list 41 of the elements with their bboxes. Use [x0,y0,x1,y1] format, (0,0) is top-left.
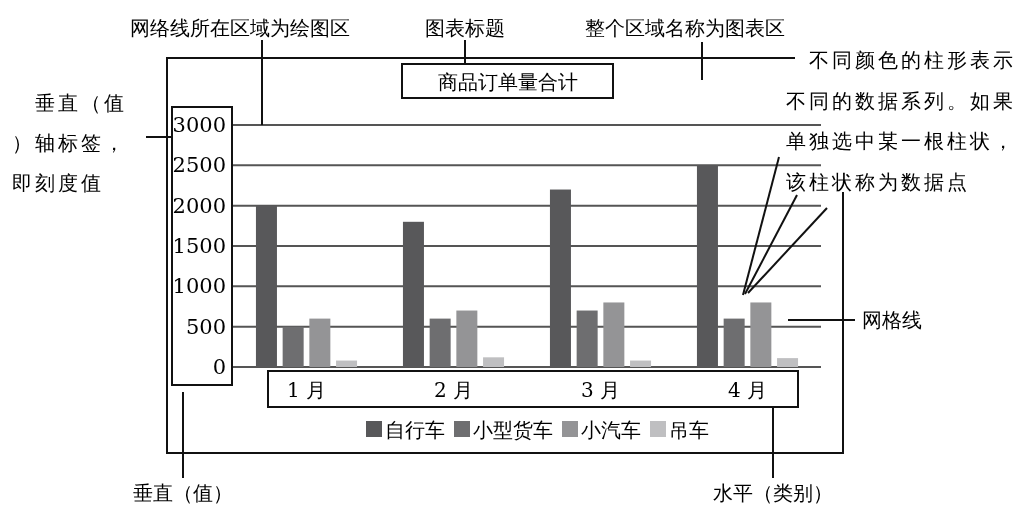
bar [723,318,745,367]
annotation: 不同颜色的柱形表示不同的数据系列。如果单独选中某一根柱状，该柱状称为数据点 [786,48,1016,194]
y-tick-label: 1500 [172,234,226,258]
bar [483,357,505,367]
x-tick-label: 1 月 [286,378,327,402]
x-tick-label: 2 月 [433,378,474,402]
bar [456,310,478,367]
y-tick-label: 2000 [172,193,226,218]
annotation: 网格线 [862,308,922,332]
legend-label: 小型货车 [473,418,553,442]
y-tick-label: 2500 [172,153,226,178]
bar [336,360,358,367]
bar [402,221,424,367]
x-tick-label: 3 月 [580,378,621,402]
bar [603,302,625,367]
chart-title: 商品订单量合计 [437,70,578,94]
legend-label: 小汽车 [581,418,641,442]
x-tick-label: 4 月 [727,378,768,402]
bar [282,326,304,367]
bar [549,189,571,367]
y-tick-label: 500 [185,314,226,339]
legend-label: 自行车 [385,418,445,442]
title: 商品订单量合计 [401,63,614,99]
bar [630,360,652,367]
y-tick-label: 0 [212,355,226,379]
y-tick-label: 3000 [172,113,226,137]
annotation: 图表标题 [425,16,505,40]
annotation: 垂直（值）轴标签，即刻度值 [12,91,127,195]
bar [309,318,331,367]
bar [696,165,718,367]
legend-label: 吊车 [669,418,709,442]
bar [750,302,772,367]
y-tick-label: 1000 [172,274,226,299]
bar [576,310,598,367]
annotation: 水平（类别） [713,481,833,505]
bar [777,358,799,367]
annotation: 整个区域名称为图表区 [585,16,785,40]
annotation: 垂直（值） [133,481,233,505]
bar [255,205,277,367]
annotation: 网络线所在区域为绘图区 [130,16,350,40]
bar [429,318,451,367]
